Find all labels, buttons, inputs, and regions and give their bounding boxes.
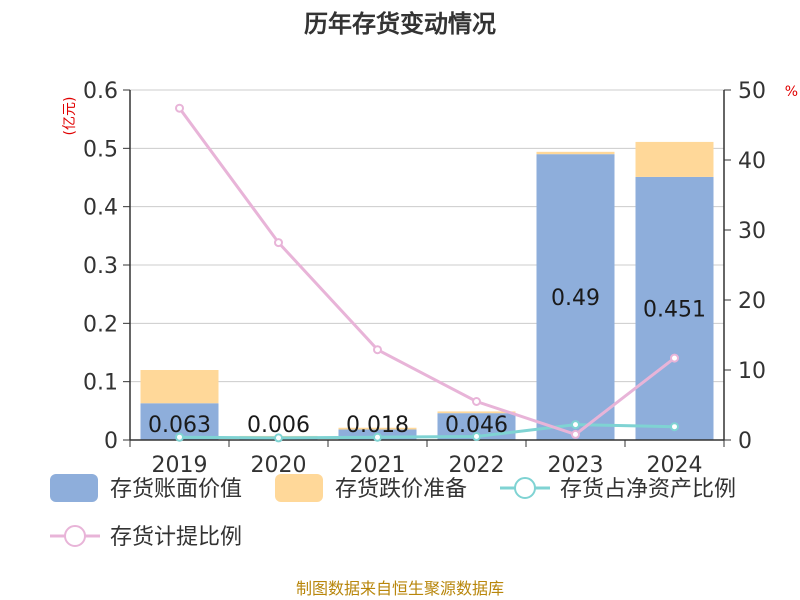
left-tick-label: 0.4 [83, 196, 118, 221]
left-tick-label: 0.1 [83, 371, 118, 396]
point-net-asset-ratio [274, 433, 283, 443]
data-label: 0.063 [148, 413, 211, 438]
data-label: 0.49 [551, 286, 600, 311]
point-net-asset-ratio [472, 432, 481, 441]
legend-label: 存货计提比例 [110, 525, 242, 550]
left-tick-label: 0.5 [83, 137, 118, 162]
chart-title: 历年存货变动情况 [304, 10, 496, 38]
data-labels: 0.063 0.006 0.018 0.046 0.49 0.451 [148, 286, 706, 438]
bar-impairment [437, 411, 516, 414]
right-axis-unit: % [785, 84, 798, 100]
x-tick-label: 2021 [350, 453, 406, 478]
point-net-asset-ratio [175, 432, 184, 442]
legend-label: 存货账面价值 [110, 477, 242, 502]
point-net-asset-ratio [373, 432, 382, 442]
bar-book-value [635, 176, 714, 440]
x-tick-label: 2019 [152, 453, 208, 478]
left-tick-label: 0 [104, 429, 118, 454]
line-net-asset-ratio [179, 423, 675, 440]
data-label: 0.006 [247, 413, 310, 438]
data-label: 0.046 [445, 413, 508, 438]
left-tick-label: 0.2 [83, 312, 118, 337]
point-provision-ratio [571, 429, 580, 439]
x-tick-label: 2022 [449, 453, 505, 478]
left-tick-label: 0.3 [83, 254, 118, 279]
data-label: 0.451 [643, 297, 706, 322]
x-tick-label: 2024 [647, 453, 703, 478]
legend-swatch [50, 474, 98, 502]
right-tick-label: 30 [738, 219, 766, 244]
point-provision-ratio [274, 238, 283, 248]
bar-impairment [635, 141, 714, 177]
right-tick-label: 50 [738, 79, 766, 104]
point-net-asset-ratio [571, 420, 580, 430]
point-provision-ratio [373, 345, 382, 355]
x-tick-label: 2020 [251, 453, 307, 478]
x-tick-label: 2023 [548, 453, 604, 478]
right-tick-label: 0 [738, 429, 752, 454]
right-tick-label: 10 [738, 359, 766, 384]
source-note: 制图数据来自恒生聚源数据库 [296, 579, 504, 598]
left-axis-unit: (亿元) [62, 97, 78, 136]
line-provision-ratio [178, 107, 676, 437]
right-tick-label: 20 [738, 289, 766, 314]
bar-book-value [536, 154, 615, 440]
legend-label: 存货跌价准备 [335, 477, 467, 502]
data-label: 0.018 [346, 413, 409, 438]
legend-swatch-marker [64, 525, 86, 547]
point-provision-ratio [670, 353, 679, 363]
bar-impairment [140, 370, 219, 404]
axes: 0 0.1 0.2 0.3 0.4 0.5 0.6 0 10 20 30 40 50 2019 2020 20… [83, 79, 766, 478]
legend-swatch [275, 474, 323, 502]
gridlines [130, 89, 724, 441]
legend-swatch-marker [514, 477, 536, 499]
lines [175, 103, 679, 443]
left-tick-label: 0.6 [83, 79, 118, 104]
point-net-asset-ratio [670, 422, 679, 432]
bar-impairment [536, 151, 615, 155]
right-tick-label: 40 [738, 149, 766, 174]
point-provision-ratio [472, 397, 481, 406]
legend-label: 存货占净资产比例 [560, 477, 736, 502]
bar-impairment [338, 427, 417, 430]
point-provision-ratio [175, 103, 184, 113]
